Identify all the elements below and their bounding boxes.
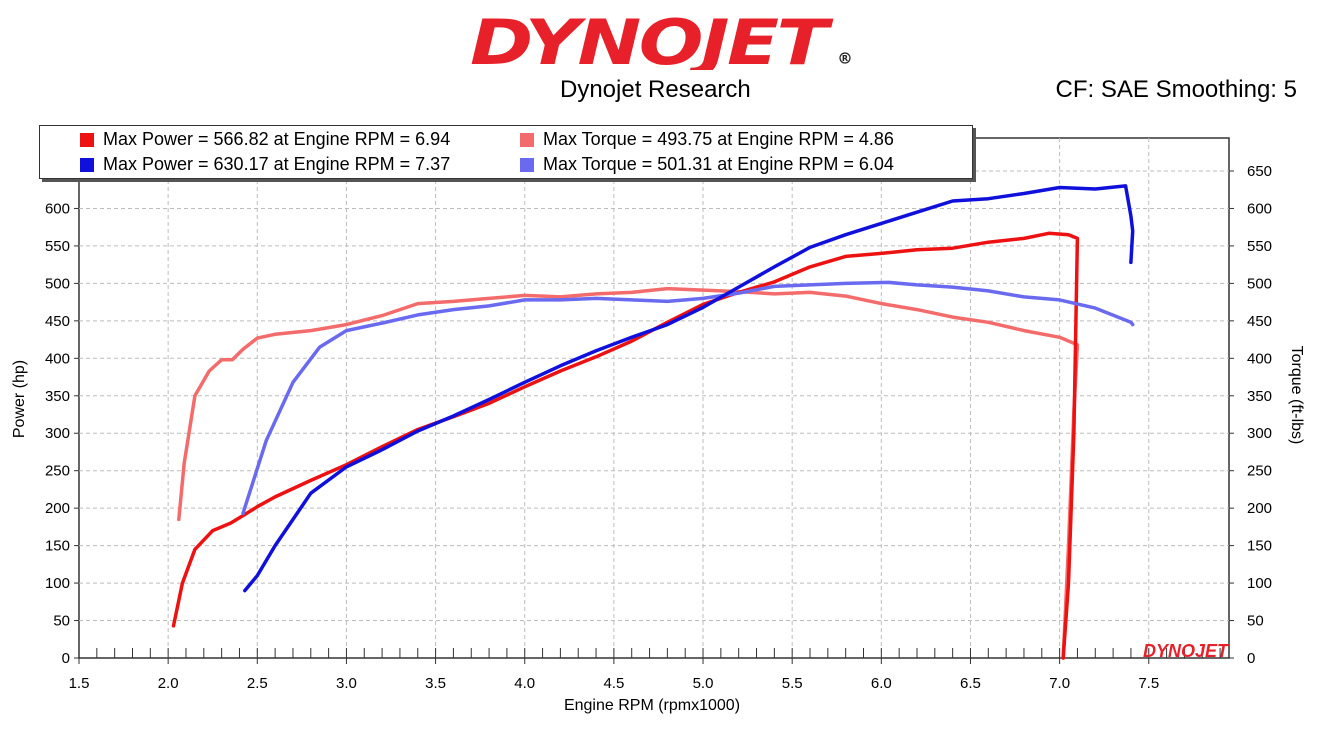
- y-tick-label-right: 300: [1247, 425, 1272, 442]
- x-tick-label: 2.0: [158, 675, 179, 692]
- x-tick-label: 5.5: [782, 675, 803, 692]
- legend-label: Max Power = 566.82 at Engine RPM = 6.94: [103, 129, 451, 149]
- legend-swatch: [80, 157, 94, 172]
- series-line: [243, 184, 1135, 593]
- x-tick-label: 6.0: [871, 675, 892, 692]
- y-tick-label: 50: [53, 613, 70, 630]
- series-line: [241, 280, 1135, 516]
- y-tick-label: 100: [45, 575, 70, 592]
- series-line: [171, 231, 1080, 660]
- x-tick-label: 6.5: [960, 675, 981, 692]
- legend-swatch: [80, 132, 94, 147]
- y-tick-label-right: 250: [1247, 463, 1272, 480]
- y-tick-label-right: 350: [1247, 388, 1272, 405]
- legend-entry: Max Torque = 493.75 at Engine RPM = 4.86: [520, 129, 894, 150]
- y-tick-label: 150: [45, 538, 70, 555]
- x-tick-label: 2.5: [247, 675, 268, 692]
- plot-area: [78, 137, 1230, 659]
- registered-mark-letter: R: [842, 54, 848, 63]
- y-tick-label: 450: [45, 313, 70, 330]
- series-lines: [171, 184, 1135, 660]
- y-tick-label: 550: [45, 238, 70, 255]
- legend: Max Power = 566.82 at Engine RPM = 6.94 …: [39, 125, 973, 179]
- y-tick-label: 300: [45, 425, 70, 442]
- y-tick-label-right: 0: [1247, 650, 1255, 667]
- x-axis-ticks: 1.5 2.0 2.5 3.0 3.5 4.0 4.5 5.0 5.5 6.0 6.5 7.0 7.5: [69, 658, 1159, 692]
- y-tick-label: 0: [62, 650, 70, 667]
- series-line: [177, 286, 1080, 660]
- y-tick-label: 200: [45, 500, 70, 517]
- y-axis-right-ticks: 0 50 100 150 200 250 300 350 400 450 500 550 600 650: [1229, 163, 1272, 667]
- y-tick-label-right: 550: [1247, 238, 1272, 255]
- x-tick-label: 7.5: [1138, 675, 1159, 692]
- x-tick-label: 1.5: [69, 675, 90, 692]
- y-tick-label-right: 600: [1247, 200, 1272, 217]
- y-tick-label-right: 500: [1247, 275, 1272, 292]
- y-tick-label: 250: [45, 463, 70, 480]
- logo-wordmark: DYNOJET: [470, 6, 834, 70]
- y-axis-left-label: Power (hp): [11, 360, 28, 438]
- x-tick-label: 7.0: [1049, 675, 1070, 692]
- y-tick-label-right: 200: [1247, 500, 1272, 517]
- legend-swatch: [520, 157, 534, 172]
- y-axis-right-label: Torque (ft-lbs): [1288, 346, 1305, 445]
- y-tick-label: 600: [45, 200, 70, 217]
- legend-label: Max Torque = 493.75 at Engine RPM = 4.86: [543, 129, 894, 149]
- x-tick-label: 3.0: [336, 675, 357, 692]
- plot-frame: [78, 137, 1230, 659]
- x-tick-label: 4.5: [603, 675, 624, 692]
- y-tick-label-right: 100: [1247, 575, 1272, 592]
- dynojet-logo: DYNOJET R: [470, 6, 851, 70]
- legend-label: Max Power = 630.17 at Engine RPM = 7.37: [103, 154, 451, 174]
- y-tick-label-right: 50: [1247, 613, 1264, 630]
- x-tick-label: 4.0: [514, 675, 535, 692]
- registered-mark-icon: [839, 52, 851, 64]
- legend-swatch: [520, 132, 534, 147]
- legend-entry: Max Power = 630.17 at Engine RPM = 7.37: [80, 154, 450, 175]
- company-name: Dynojet Research: [560, 76, 751, 103]
- correction-factor: CF: SAE Smoothing: 5: [1055, 76, 1297, 103]
- y-tick-label: 500: [45, 275, 70, 292]
- y-tick-label-right: 400: [1247, 350, 1272, 367]
- y-tick-label: 350: [45, 388, 70, 405]
- y-tick-label-right: 150: [1247, 538, 1272, 555]
- legend-entry: Max Power = 566.82 at Engine RPM = 6.94: [80, 129, 450, 150]
- x-tick-label: 5.0: [693, 675, 714, 692]
- legend-label: Max Torque = 501.31 at Engine RPM = 6.04: [543, 154, 894, 174]
- minor-tick-marks: [96, 648, 1221, 658]
- y-tick-label-right: 650: [1247, 163, 1272, 180]
- x-tick-label: 3.5: [425, 675, 446, 692]
- legend-entry: Max Torque = 501.31 at Engine RPM = 6.04: [520, 154, 894, 175]
- y-tick-label: 400: [45, 350, 70, 367]
- y-tick-label-right: 450: [1247, 313, 1272, 330]
- dynojet-watermark: DYNOJET: [1143, 641, 1230, 661]
- x-axis-label: Engine RPM (rpmx1000): [564, 697, 740, 714]
